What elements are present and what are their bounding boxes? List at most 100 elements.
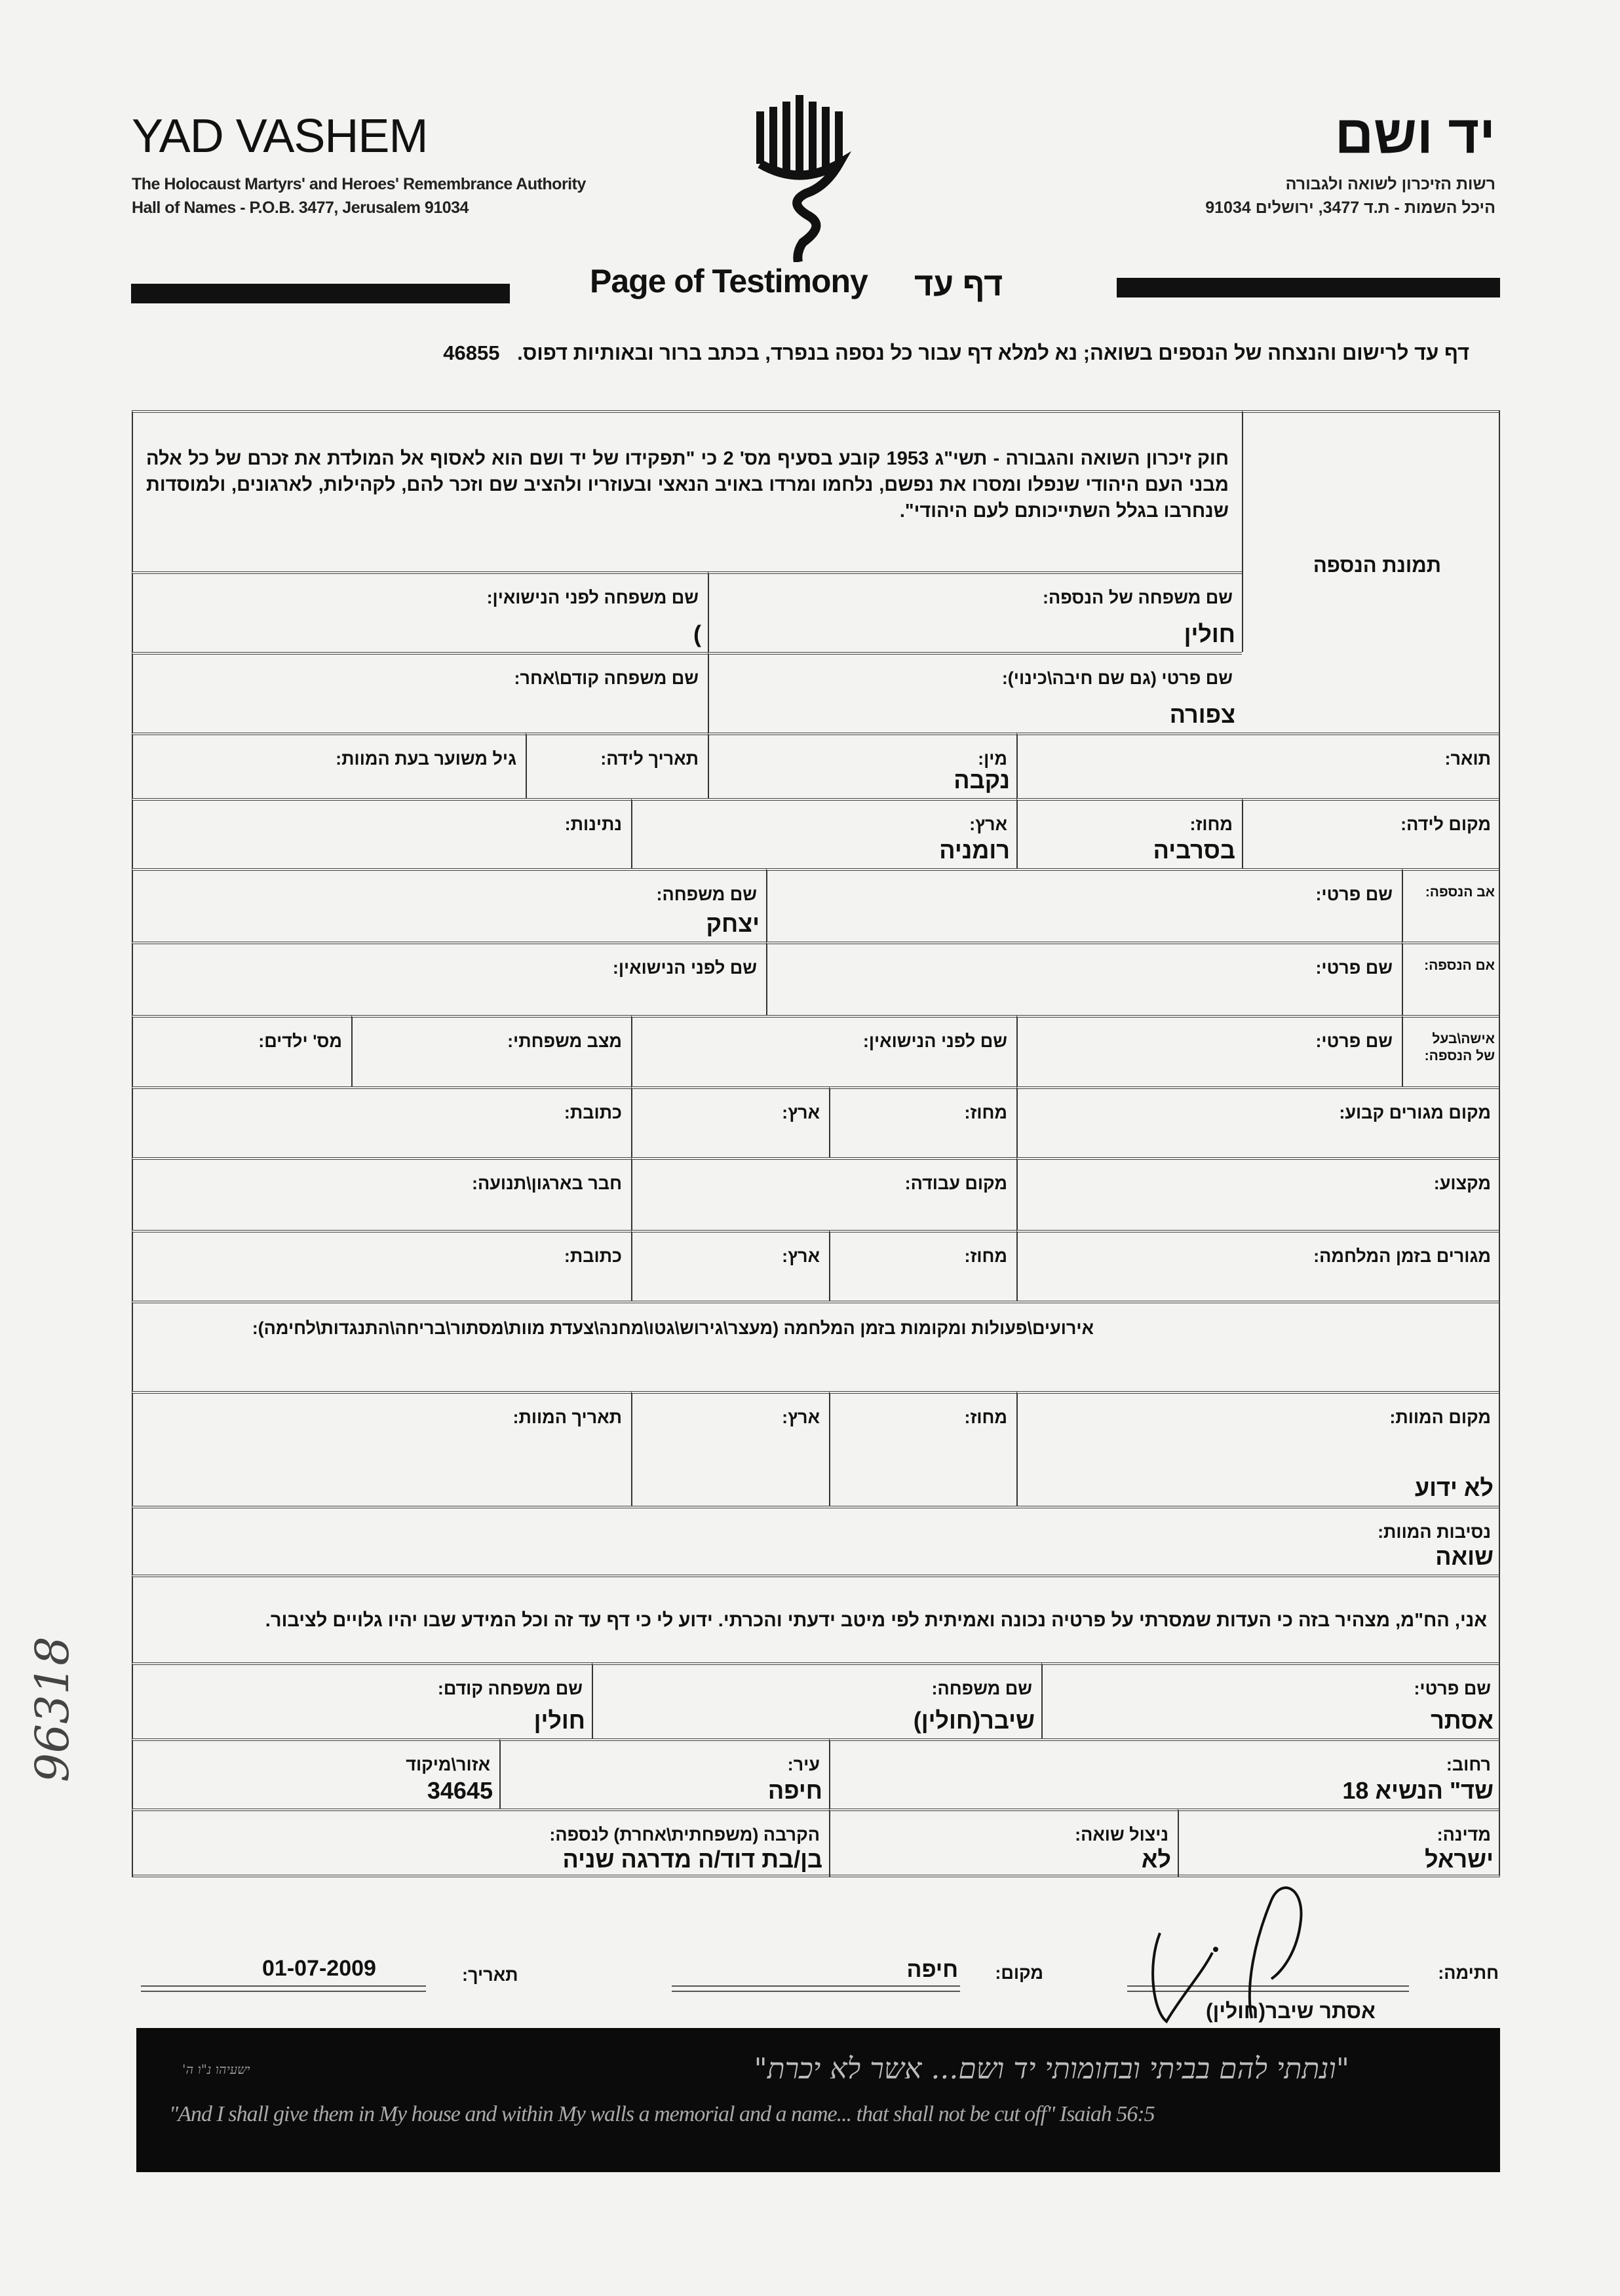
- death-place[interactable]: מקום המוות: לא ידוע: [1016, 1391, 1500, 1506]
- organization-member[interactable]: חבר בארגון\תנועה:: [132, 1157, 631, 1230]
- birth-place[interactable]: מקום לידה:: [1242, 798, 1500, 868]
- submitter-country-value[interactable]: ישראל: [1424, 1846, 1494, 1873]
- org-subtitle-he: רשות הזיכרון לשואה ולגבורה: [1285, 175, 1495, 193]
- handwritten-margin-number: 96318: [26, 1636, 79, 1782]
- victim-gender-value[interactable]: נקבה: [954, 767, 1010, 794]
- submitter-family-name-value[interactable]: שיבר(חולין): [913, 1707, 1035, 1734]
- wartime-country[interactable]: ארץ:: [631, 1230, 829, 1301]
- death-place-value[interactable]: לא ידוע: [1414, 1474, 1494, 1501]
- victim-gender[interactable]: מין: נקבה: [708, 733, 1016, 798]
- birth-place-label: מקום לידה:: [1400, 814, 1491, 834]
- mother-first-name[interactable]: שם פרטי:: [766, 942, 1402, 1015]
- victim-maiden-name[interactable]: שם משפחה לפני הנישואין:): [132, 571, 708, 652]
- document-title-he: דף עד: [914, 266, 1003, 303]
- signature-line[interactable]: [1127, 1985, 1409, 1992]
- wartime-residence[interactable]: מגורים בזמן המלחמה:: [1016, 1230, 1500, 1301]
- number-of-children[interactable]: מס' ילדים:: [132, 1015, 351, 1086]
- death-circumstances[interactable]: נסיבות המוות: שואה: [132, 1506, 1500, 1575]
- document-title-en: Page of Testimony: [590, 263, 868, 299]
- wartime-address[interactable]: כתובת:: [132, 1230, 631, 1301]
- victim-previous-name-label: שם משפחה קודם\אחר:: [514, 668, 699, 688]
- nationality[interactable]: נתינות:: [132, 798, 631, 868]
- death-date[interactable]: תאריך המוות:: [132, 1391, 631, 1506]
- organization-member-label: חבר בארגון\תנועה:: [472, 1174, 622, 1193]
- submitter-relation-value[interactable]: בן/בת דוד/ה מדרגה שניה: [562, 1846, 823, 1873]
- submitter-street-label: רחוב:: [1446, 1755, 1491, 1774]
- victim-first-name-value[interactable]: צפורה: [1169, 701, 1235, 728]
- submitter-survivor-label: ניצול שואה:: [1075, 1825, 1168, 1845]
- submitter-family-name-label: שם משפחה:: [931, 1679, 1032, 1698]
- birth-region-value[interactable]: בסרביה: [1153, 837, 1235, 864]
- menorah-logo-icon: [756, 95, 852, 262]
- wartime-region[interactable]: מחוז:: [829, 1230, 1016, 1301]
- decorative-bar-right: [1117, 278, 1500, 297]
- victim-gender-label: מין:: [978, 749, 1007, 769]
- workplace[interactable]: מקום עבודה:: [631, 1157, 1016, 1230]
- victim-birth-date[interactable]: תאריך לידה:: [526, 733, 708, 798]
- victim-age-at-death[interactable]: גיל משוער בעת המוות:: [132, 733, 526, 798]
- mother-first-name-label: שם פרטי:: [1315, 958, 1393, 978]
- wartime-events[interactable]: אירועים\פעולות ומקומות בזמן המלחמה (מעצר…: [132, 1301, 1500, 1391]
- residence-address[interactable]: כתובת:: [132, 1086, 631, 1157]
- submitter-first-name-value[interactable]: אסתר: [1431, 1707, 1494, 1734]
- submitter-street-value[interactable]: שד" הנשיא 18: [1342, 1777, 1494, 1804]
- submitter-city-value[interactable]: חיפה: [767, 1777, 822, 1804]
- profession[interactable]: מקצוע:: [1016, 1157, 1500, 1230]
- birth-region[interactable]: מחוז: בסרביה: [1016, 798, 1242, 868]
- victim-title[interactable]: תואר:: [1016, 733, 1500, 798]
- submitter-country[interactable]: מדינה: ישראל: [1178, 1808, 1500, 1877]
- submitter-city[interactable]: עיר: חיפה: [499, 1738, 829, 1808]
- death-country[interactable]: ארץ:: [631, 1391, 829, 1506]
- submitter-family-name[interactable]: שם משפחה: שיבר(חולין): [592, 1662, 1041, 1738]
- nationality-label: נתינות:: [564, 814, 622, 834]
- submitter-street[interactable]: רחוב: שד" הנשיא 18: [829, 1738, 1500, 1808]
- victim-family-name[interactable]: שם משפחה של הנספה: חולין: [708, 571, 1242, 652]
- father-heading-label: אב הנספה:: [1425, 885, 1495, 900]
- birth-country-value[interactable]: רומניה: [939, 837, 1010, 864]
- submitter-zip[interactable]: אזור\מיקוד 34645: [132, 1738, 499, 1808]
- victim-previous-name[interactable]: שם משפחה קודם\אחר:: [132, 652, 708, 733]
- permanent-residence[interactable]: מקום מגורים קבוע:: [1016, 1086, 1500, 1157]
- submitter-relation[interactable]: הקרבה (משפחתית\אחרת) לנספה: בן/בת דוד/ה מ…: [132, 1808, 829, 1877]
- mother-maiden-name-label: שם לפני הנישואין:: [612, 958, 757, 978]
- wartime-residence-label: מגורים בזמן המלחמה:: [1313, 1246, 1491, 1266]
- submitter-country-label: מדינה:: [1437, 1825, 1491, 1845]
- submitter-survivor-value[interactable]: לא: [1141, 1846, 1171, 1873]
- birth-region-label: מחוז:: [1189, 814, 1233, 834]
- marital-status[interactable]: מצב משפחתי:: [351, 1015, 631, 1086]
- father-heading: אב הנספה:: [1402, 868, 1500, 942]
- submitter-first-name-label: שם פרטי:: [1414, 1679, 1491, 1698]
- father-family-name[interactable]: שם משפחה: יצחק: [132, 868, 766, 942]
- victim-maiden-name-value[interactable]: ): [693, 621, 701, 647]
- father-family-name-value[interactable]: יצחק: [706, 910, 760, 937]
- spouse-first-name[interactable]: שם פרטי:: [1016, 1015, 1402, 1086]
- submitter-previous-name[interactable]: שם משפחה קודם: חולין: [132, 1662, 592, 1738]
- residence-country-label: ארץ:: [782, 1103, 820, 1122]
- footer-banner: "ונתתי להם בביתי ובחומותי יד ושם... אשר …: [136, 2028, 1500, 2172]
- death-place-label: מקום המוות:: [1389, 1407, 1491, 1427]
- spouse-maiden-name[interactable]: שם לפני הנישואין:: [631, 1015, 1016, 1086]
- residence-region[interactable]: מחוז:: [829, 1086, 1016, 1157]
- victim-family-name-value[interactable]: חולין: [1184, 621, 1235, 647]
- father-first-name[interactable]: שם פרטי:: [766, 868, 1402, 942]
- date-line[interactable]: [141, 1985, 426, 1992]
- mother-maiden-name[interactable]: שם לפני הנישואין:: [132, 942, 766, 1015]
- submitter-city-label: עיר:: [787, 1755, 820, 1774]
- quote-hebrew-reference: ישעיהו נ"ו ה': [182, 2061, 250, 2077]
- place-line[interactable]: [672, 1985, 960, 1992]
- submitter-first-name[interactable]: שם פרטי: אסתר: [1041, 1662, 1500, 1738]
- death-country-label: ארץ:: [782, 1407, 820, 1427]
- spouse-heading: אישה\בעל של הנספה:: [1402, 1015, 1500, 1086]
- submitter-survivor[interactable]: ניצול שואה: לא: [829, 1808, 1178, 1877]
- victim-first-name[interactable]: שם פרטי (גם שם חיבה\כינוי): צפורה: [708, 652, 1242, 733]
- handwritten-signature-icon: [1151, 1886, 1303, 2023]
- death-circumstances-value[interactable]: שואה: [1435, 1543, 1494, 1570]
- death-region[interactable]: מחוז:: [829, 1391, 1016, 1506]
- residence-country[interactable]: ארץ:: [631, 1086, 829, 1157]
- birth-country[interactable]: ארץ: רומניה: [631, 798, 1016, 868]
- submitter-zip-value[interactable]: 34645: [427, 1777, 493, 1804]
- death-circumstances-label: נסיבות המוות:: [1378, 1522, 1491, 1542]
- spouse-first-name-label: שם פרטי:: [1315, 1031, 1393, 1051]
- submitter-zip-label: אזור\מיקוד: [406, 1755, 490, 1774]
- submitter-previous-name-value[interactable]: חולין: [533, 1707, 585, 1734]
